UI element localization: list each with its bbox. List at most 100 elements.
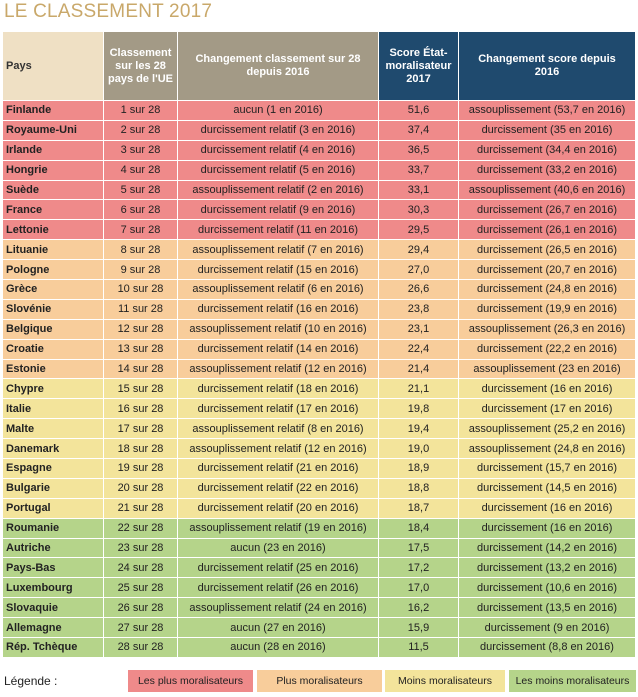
cell-classement: 20 sur 28 bbox=[103, 477, 178, 499]
cell-score: 36,5 bbox=[378, 139, 459, 161]
cell-pays: Bulgarie bbox=[2, 477, 104, 499]
cell-score: 17,5 bbox=[378, 537, 459, 559]
table-row: Bulgarie 20 sur 28 durcissement relatif (2… bbox=[2, 477, 636, 499]
table-row: Belgique 12 sur 28 assouplissement relatif… bbox=[2, 318, 636, 340]
cell-pays: Royaume-Uni bbox=[2, 119, 104, 141]
cell-classement: 27 sur 28 bbox=[103, 617, 178, 639]
cell-pays: Chypre bbox=[2, 378, 104, 400]
cell-changement-score: durcissement (16 en 2016) bbox=[458, 378, 636, 400]
cell-pays: Grèce bbox=[2, 279, 104, 300]
cell-pays: Croatie bbox=[2, 338, 104, 360]
cell-score: 29,5 bbox=[378, 219, 459, 241]
cell-score: 30,3 bbox=[378, 199, 459, 221]
cell-changement-score: durcissement (9 en 2016) bbox=[458, 617, 636, 639]
cell-pays: Lituanie bbox=[2, 239, 104, 261]
cell-changement-classement: aucun (23 en 2016) bbox=[177, 537, 379, 559]
cell-changement-score: durcissement (16 en 2016) bbox=[458, 497, 636, 519]
cell-changement-classement: durcissement relatif (16 en 2016) bbox=[177, 298, 379, 320]
cell-changement-score: assouplissement (24,8 en 2016) bbox=[458, 438, 636, 460]
cell-changement-score: durcissement (26,1 en 2016) bbox=[458, 219, 636, 241]
legend: Légende : Les plus moralisateurs Plus mo… bbox=[0, 670, 638, 694]
cell-classement: 13 sur 28 bbox=[103, 338, 178, 360]
table-row: Hongrie 4 sur 28 durcissement relatif (5 e… bbox=[2, 159, 636, 181]
cell-classement: 12 sur 28 bbox=[103, 318, 178, 340]
cell-classement: 1 sur 28 bbox=[103, 100, 178, 121]
cell-changement-classement: assouplissement relatif (8 en 2016) bbox=[177, 418, 379, 440]
cell-classement: 5 sur 28 bbox=[103, 179, 178, 201]
table-row: Italie 16 sur 28 durcissement relatif (17 … bbox=[2, 398, 636, 420]
cell-changement-classement: durcissement relatif (21 en 2016) bbox=[177, 458, 379, 479]
cell-pays: Belgique bbox=[2, 318, 104, 340]
cell-pays: Italie bbox=[2, 398, 104, 420]
table-row: Danemark 18 sur 28 assouplissement relatif… bbox=[2, 438, 636, 460]
cell-pays: Hongrie bbox=[2, 159, 104, 181]
cell-classement: 16 sur 28 bbox=[103, 398, 178, 420]
cell-changement-classement: durcissement relatif (20 en 2016) bbox=[177, 497, 379, 519]
table-row: Lituanie 8 sur 28 assouplissement relatif … bbox=[2, 239, 636, 261]
cell-changement-classement: assouplissement relatif (2 en 2016) bbox=[177, 179, 379, 201]
cell-score: 51,6 bbox=[378, 100, 459, 121]
cell-score: 23,1 bbox=[378, 318, 459, 340]
table-row: Chypre 15 sur 28 durcissement relatif (18 … bbox=[2, 378, 636, 400]
cell-changement-classement: aucun (28 en 2016) bbox=[177, 637, 379, 658]
cell-pays: Espagne bbox=[2, 458, 104, 479]
table-body: Finlande 1 sur 28 aucun (1 en 2016) 51,6 ass… bbox=[2, 100, 636, 658]
cell-changement-score: durcissement (16 en 2016) bbox=[458, 517, 636, 539]
table-row: Finlande 1 sur 28 aucun (1 en 2016) 51,6 ass… bbox=[2, 100, 636, 121]
cell-changement-score: durcissement (14,5 en 2016) bbox=[458, 477, 636, 499]
legend-most-moralizing: Les plus moralisateurs bbox=[128, 670, 253, 692]
cell-classement: 28 sur 28 bbox=[103, 637, 178, 658]
cell-changement-classement: assouplissement relatif (12 en 2016) bbox=[177, 438, 379, 460]
table-row: Lettonie 7 sur 28 durcissement relatif (11… bbox=[2, 219, 636, 241]
cell-changement-score: durcissement (14,2 en 2016) bbox=[458, 537, 636, 559]
cell-pays: Irlande bbox=[2, 139, 104, 161]
table-row: Luxembourg 25 sur 28 durcissement relatif … bbox=[2, 577, 636, 599]
header-pays: Pays bbox=[2, 31, 104, 101]
cell-changement-score: durcissement (24,8 en 2016) bbox=[458, 279, 636, 300]
cell-changement-score: durcissement (8,8 en 2016) bbox=[458, 637, 636, 658]
ranking-table: Pays Classement sur les 28 pays de l'UE … bbox=[2, 31, 636, 658]
cell-changement-score: assouplissement (26,3 en 2016) bbox=[458, 318, 636, 340]
cell-pays: Pays-Bas bbox=[2, 557, 104, 579]
cell-classement: 17 sur 28 bbox=[103, 418, 178, 440]
cell-changement-score: durcissement (26,7 en 2016) bbox=[458, 199, 636, 221]
cell-pays: Allemagne bbox=[2, 617, 104, 639]
cell-changement-score: assouplissement (53,7 en 2016) bbox=[458, 100, 636, 121]
cell-changement-classement: durcissement relatif (4 en 2016) bbox=[177, 139, 379, 161]
cell-classement: 4 sur 28 bbox=[103, 159, 178, 181]
cell-changement-classement: assouplissement relatif (7 en 2016) bbox=[177, 239, 379, 261]
table-row: Croatie 13 sur 28 durcissement relatif (14… bbox=[2, 338, 636, 360]
cell-score: 17,0 bbox=[378, 577, 459, 599]
cell-classement: 22 sur 28 bbox=[103, 517, 178, 539]
cell-changement-classement: assouplissement relatif (19 en 2016) bbox=[177, 517, 379, 539]
cell-score: 33,7 bbox=[378, 159, 459, 181]
table-row: Slovaquie 26 sur 28 assouplissement relati… bbox=[2, 597, 636, 619]
cell-changement-score: durcissement (10,6 en 2016) bbox=[458, 577, 636, 599]
cell-pays: Roumanie bbox=[2, 517, 104, 539]
cell-pays: Rép. Tchèque bbox=[2, 637, 104, 658]
cell-pays: Lettonie bbox=[2, 219, 104, 241]
cell-changement-score: durcissement (34,4 en 2016) bbox=[458, 139, 636, 161]
cell-score: 21,1 bbox=[378, 378, 459, 400]
cell-changement-score: durcissement (33,2 en 2016) bbox=[458, 159, 636, 181]
cell-changement-score: durcissement (13,2 en 2016) bbox=[458, 557, 636, 579]
cell-pays: Malte bbox=[2, 418, 104, 440]
header-changement-classement: Changement classement sur 28 depuis 2016 bbox=[177, 31, 379, 101]
table-row: Suède 5 sur 28 assouplissement relatif (2 … bbox=[2, 179, 636, 201]
table-row: Royaume-Uni 2 sur 28 durcissement relatif … bbox=[2, 119, 636, 141]
table-row: Allemagne 27 sur 28 aucun (27 en 2016) 15,9… bbox=[2, 617, 636, 639]
legend-less-moralizing: Moins moralisateurs bbox=[385, 670, 505, 692]
cell-score: 18,7 bbox=[378, 497, 459, 519]
cell-pays: Portugal bbox=[2, 497, 104, 519]
table-row: Grèce 10 sur 28 assouplissement relatif (6… bbox=[2, 279, 636, 300]
cell-changement-score: durcissement (22,2 en 2016) bbox=[458, 338, 636, 360]
cell-classement: 7 sur 28 bbox=[103, 219, 178, 241]
cell-classement: 18 sur 28 bbox=[103, 438, 178, 460]
cell-score: 26,6 bbox=[378, 279, 459, 300]
cell-classement: 24 sur 28 bbox=[103, 557, 178, 579]
cell-score: 37,4 bbox=[378, 119, 459, 141]
table-row: Slovénie 11 sur 28 durcissement relatif (1… bbox=[2, 298, 636, 320]
legend-least-moralizing: Les moins moralisateurs bbox=[509, 670, 636, 692]
cell-changement-classement: durcissement relatif (5 en 2016) bbox=[177, 159, 379, 181]
cell-changement-score: durcissement (17 en 2016) bbox=[458, 398, 636, 420]
